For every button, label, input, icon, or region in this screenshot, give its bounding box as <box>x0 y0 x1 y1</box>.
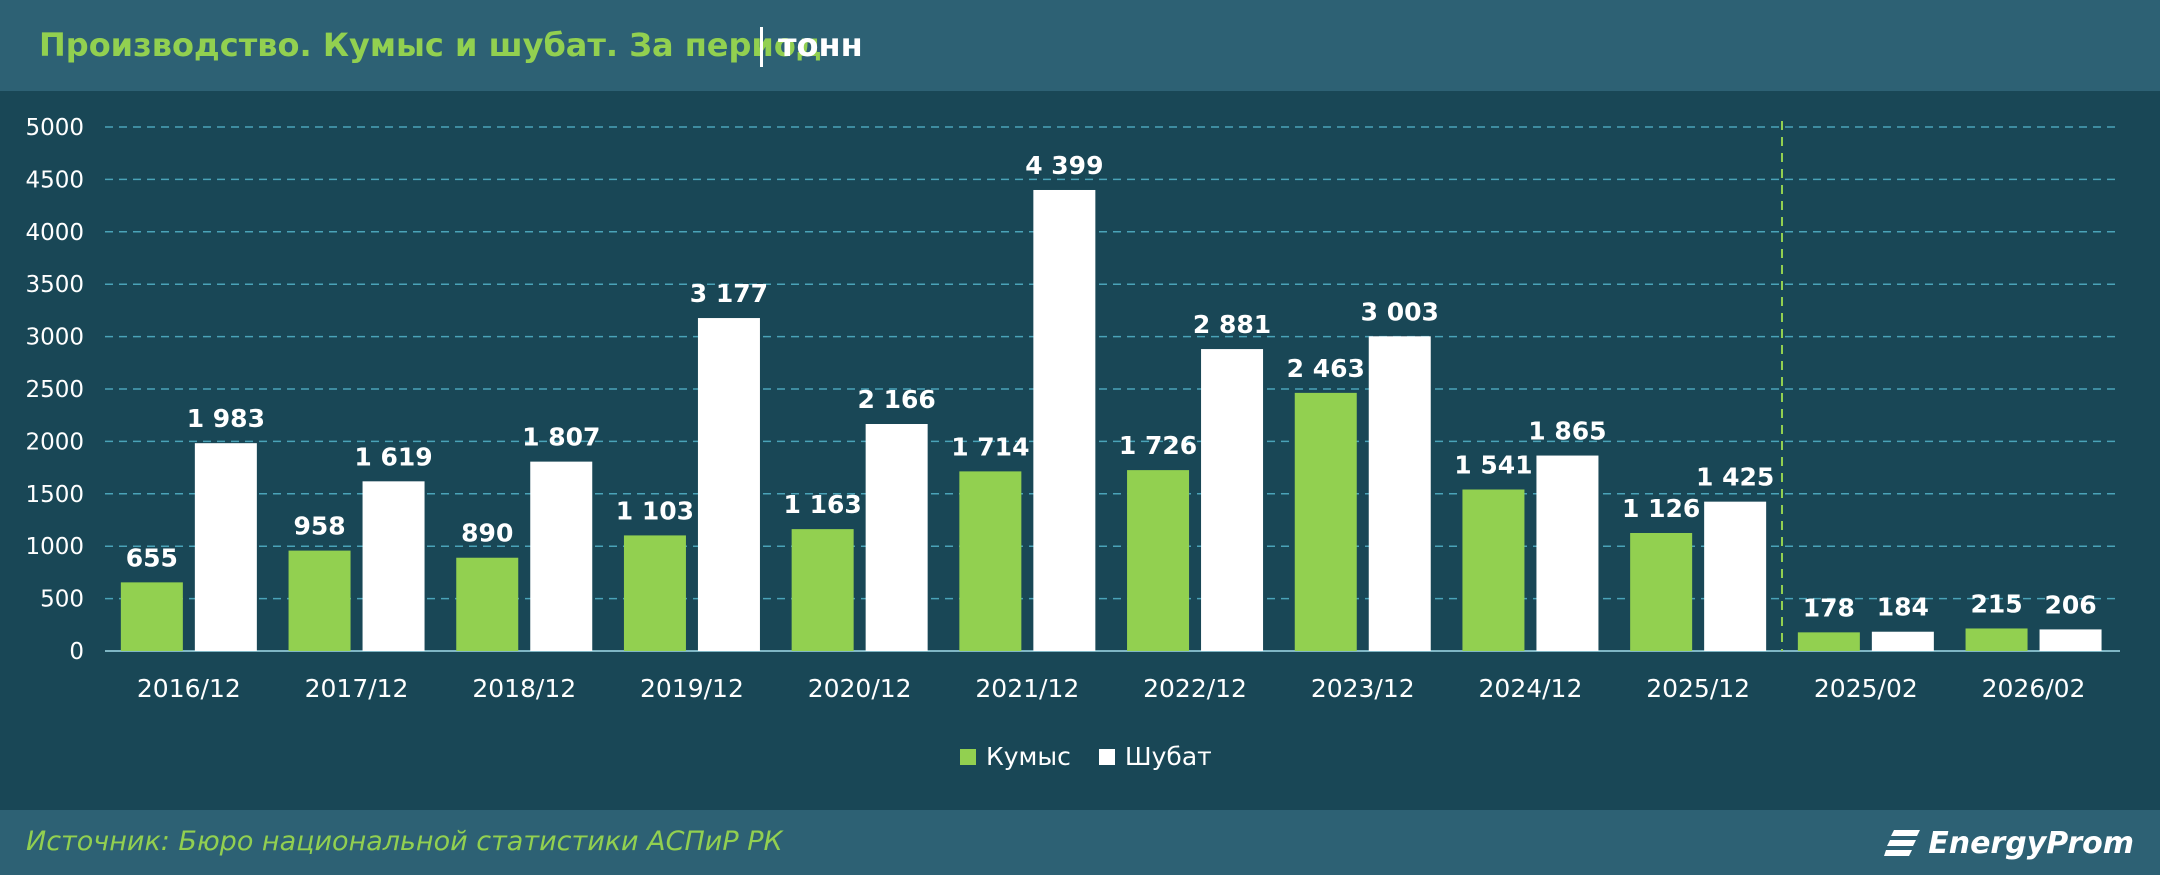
y-tick-label: 1500 <box>25 482 84 508</box>
y-tick-label: 2500 <box>25 377 84 403</box>
chart-legend: Кумыс Шубат <box>960 742 1240 771</box>
y-tick-label: 4000 <box>25 220 84 246</box>
footer-bar <box>0 810 2160 875</box>
data-label-shubat: 2 166 <box>858 385 936 414</box>
header-bar <box>0 0 2160 91</box>
bar-kumys <box>1965 628 2028 651</box>
title-separator <box>760 27 763 67</box>
bar-shubat <box>1201 349 1264 651</box>
data-label-kumys: 1 714 <box>951 432 1029 461</box>
x-tick-label: 2025/02 <box>1814 674 1918 703</box>
x-tick-label: 2023/12 <box>1311 674 1415 703</box>
data-label-kumys: 1 726 <box>1119 431 1197 460</box>
data-label-shubat: 1 807 <box>522 423 600 452</box>
x-tick-label: 2022/12 <box>1143 674 1247 703</box>
chart-unit: тонн <box>778 26 863 64</box>
y-tick-label: 500 <box>40 587 84 613</box>
data-label-kumys: 655 <box>126 543 178 572</box>
y-tick-label: 3500 <box>25 272 84 298</box>
source-note: Источник: Бюро национальной статистики А… <box>26 826 783 857</box>
x-tick-label: 2018/12 <box>472 674 576 703</box>
bar-kumys <box>456 557 519 651</box>
y-tick-label: 0 <box>69 639 84 665</box>
legend-label-shubat: Шубат <box>1124 742 1212 771</box>
brand-logo: EnergyProm <box>1884 818 2134 868</box>
chart-title: Производство. Кумыс и шубат. За период <box>39 26 822 64</box>
bar-shubat <box>697 318 760 651</box>
legend-swatch-shubat <box>1098 748 1115 765</box>
bar-shubat <box>194 443 257 651</box>
bar-kumys <box>1797 632 1860 651</box>
y-tick-label: 3000 <box>25 325 84 351</box>
data-label-shubat: 1 983 <box>187 404 265 433</box>
y-tick-label: 5000 <box>25 115 84 141</box>
data-label-kumys: 1 541 <box>1454 451 1532 480</box>
data-label-shubat: 1 425 <box>1696 463 1774 492</box>
logo-text: EnergyProm <box>1928 825 2134 861</box>
data-label-kumys: 1 163 <box>784 490 862 519</box>
x-tick-label: 2017/12 <box>305 674 409 703</box>
legend-label-kumys: Кумыс <box>986 742 1071 771</box>
data-label-kumys: 178 <box>1803 593 1855 622</box>
bar-kumys <box>623 535 686 651</box>
data-label-kumys: 1 126 <box>1622 494 1700 523</box>
bar-shubat <box>1536 455 1599 651</box>
data-label-shubat: 4 399 <box>1025 151 1103 180</box>
bar-shubat <box>362 481 425 651</box>
data-label-shubat: 1 619 <box>354 442 432 471</box>
x-tick-label: 2016/12 <box>137 674 241 703</box>
bar-chart: 0 500 1000 1500 2000 2500 3000 3500 4000 4500 5000… <box>25 115 2120 703</box>
bar-kumys <box>1294 392 1357 651</box>
data-label-shubat: 184 <box>1877 593 1929 622</box>
x-tick-label: 2025/12 <box>1646 674 1750 703</box>
bar-kumys <box>1462 489 1525 651</box>
bar-shubat <box>1871 631 1934 651</box>
data-label-kumys: 215 <box>1970 589 2022 618</box>
bar-shubat <box>530 461 593 651</box>
bar-shubat <box>1033 189 1096 651</box>
bar-kumys <box>120 582 183 651</box>
data-label-shubat: 1 865 <box>1528 417 1606 446</box>
bar-kumys <box>1630 532 1693 651</box>
x-tick-label: 2024/12 <box>1479 674 1583 703</box>
bar-shubat <box>1704 501 1767 651</box>
data-label-kumys: 958 <box>293 512 345 541</box>
data-label-kumys: 2 463 <box>1287 354 1365 383</box>
y-tick-label: 1000 <box>25 534 84 560</box>
data-label-shubat: 3 177 <box>690 279 768 308</box>
bar-kumys <box>288 550 351 651</box>
energyprom-logo-icon <box>1884 830 1921 856</box>
x-tick-label: 2019/12 <box>640 674 744 703</box>
bar-kumys <box>1127 470 1190 651</box>
data-label-kumys: 1 103 <box>616 496 694 525</box>
bar-kumys <box>959 471 1022 651</box>
legend-item-kumys: Кумыс <box>960 742 1071 771</box>
data-label-shubat: 2 881 <box>1193 310 1271 339</box>
bar-shubat <box>1368 336 1431 651</box>
x-tick-label: 2020/12 <box>808 674 912 703</box>
bar-shubat <box>865 424 928 651</box>
legend-item-shubat: Шубат <box>1098 742 1212 771</box>
x-tick-label: 2021/12 <box>975 674 1079 703</box>
data-label-kumys: 890 <box>461 519 513 548</box>
bar-shubat <box>2039 629 2102 651</box>
y-tick-label: 4500 <box>25 167 84 193</box>
data-label-shubat: 206 <box>2044 590 2096 619</box>
bar-kumys <box>791 529 854 651</box>
data-label-shubat: 3 003 <box>1361 297 1439 326</box>
legend-swatch-kumys <box>960 748 976 765</box>
x-tick-label: 2026/02 <box>1982 674 2086 703</box>
y-tick-label: 2000 <box>25 429 84 455</box>
